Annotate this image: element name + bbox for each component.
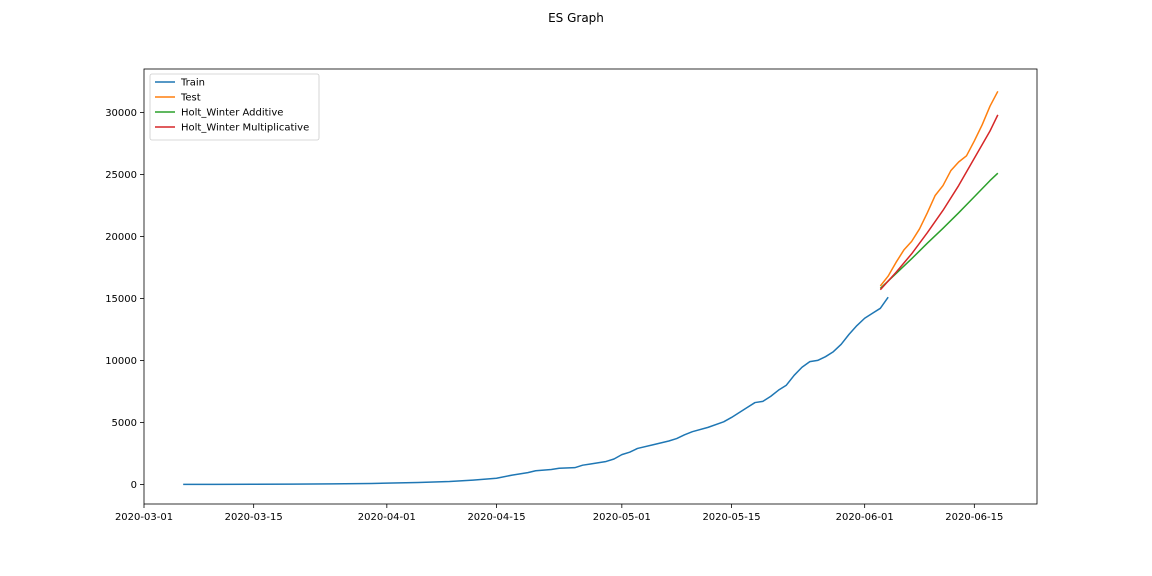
legend-label-holt-winter-additive: Holt_Winter Additive: [181, 108, 283, 119]
legend-label-test: Test: [180, 93, 201, 104]
y-tick-label: 30000: [105, 108, 137, 119]
y-tick-label: 20000: [105, 232, 137, 243]
legend-box: [149, 73, 320, 141]
legend: Train Test Holt_Winter Additive Holt_Winter…: [149, 73, 320, 141]
x-tick-label: 2020-05-01: [593, 512, 651, 523]
y-tick-label: 10000: [105, 356, 137, 367]
x-tick-label: 2020-05-15: [702, 512, 760, 523]
series-line-holt-winter-multiplicative: [879, 114, 999, 291]
y-tick-label: 0: [131, 480, 137, 491]
x-tick-label: 2020-03-15: [225, 512, 283, 523]
plot-area: 2020-03-01 2020-03-15 2020-04-01 2020-04-15…: [105, 68, 1038, 523]
x-tick-label: 2020-03-01: [115, 512, 173, 523]
x-tick-label: 2020-06-15: [945, 512, 1003, 523]
x-axis: 2020-03-01 2020-03-15 2020-04-01 2020-04-15…: [115, 504, 1003, 523]
y-axis: 0 5000 10000 15000 20000 25000 30000: [105, 108, 144, 491]
y-tick-label: 25000: [105, 170, 137, 181]
series-line-test: [879, 90, 999, 287]
x-tick-label: 2020-06-01: [836, 512, 894, 523]
plot-frame: [143, 68, 1038, 505]
y-tick-label: 15000: [105, 294, 137, 305]
y-tick-label: 5000: [112, 418, 137, 429]
x-tick-label: 2020-04-15: [467, 512, 525, 523]
series-line-holt-winter-additive: [879, 172, 999, 290]
chart-title: ES Graph: [548, 11, 604, 25]
x-tick-label: 2020-04-01: [358, 512, 416, 523]
series-layer: [183, 90, 999, 486]
series-line-train: [183, 296, 889, 486]
legend-label-train: Train: [180, 78, 205, 89]
legend-label-holt-winter-multiplicative: Holt_Winter Multiplicative: [181, 123, 309, 134]
